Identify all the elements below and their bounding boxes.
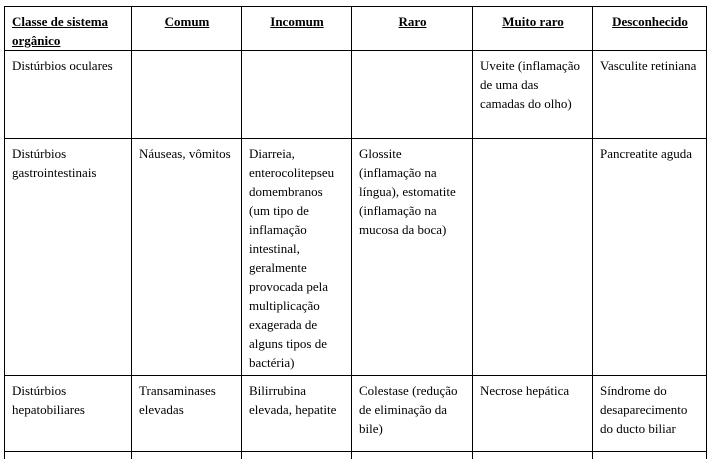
table-border-continuation [351, 451, 352, 459]
header-rare: Raro [351, 6, 473, 51]
header-unknown: Desconhecido [592, 6, 707, 51]
table-cell: Distúrbios gastrointestinais [4, 138, 132, 376]
table-border-continuation [241, 451, 242, 459]
table-border-continuation [592, 451, 593, 459]
table-border-continuation [4, 451, 5, 459]
table-cell: Síndrome do desaparecimento do ducto bil… [592, 375, 707, 452]
table-row: Distúrbios oculares Uveite (inflamação d… [4, 50, 707, 139]
table-cell: Glossite (inflamação na língua), estomat… [351, 138, 473, 376]
table-cell: Distúrbios oculares [4, 50, 132, 139]
table-cell [131, 50, 242, 139]
table-cell: Pancreatite aguda [592, 138, 707, 376]
adverse-effects-table: Classe de sistema orgânico Comum Incomum… [4, 6, 707, 452]
table-header-row: Classe de sistema orgânico Comum Incomum… [4, 6, 707, 51]
table-cell: Náuseas, vômitos [131, 138, 242, 376]
table-border-continuation [131, 451, 132, 459]
header-organ-class: Classe de sistema orgânico [4, 6, 132, 51]
table-cell [472, 138, 593, 376]
table-row: Distúrbios gastrointestinais Náuseas, vô… [4, 138, 707, 376]
table-cell: Distúrbios hepatobiliares [4, 375, 132, 452]
table-cell: Colestase (redução de eliminação da bile… [351, 375, 473, 452]
table-border-continuation [472, 451, 473, 459]
header-uncommon: Incomum [241, 6, 352, 51]
table-row: Distúrbios hepatobiliares Transaminases … [4, 375, 707, 452]
header-common: Comum [131, 6, 242, 51]
table-cell: Uveite (inflamação de uma das camadas do… [472, 50, 593, 139]
table-cell: Vasculite retiniana [592, 50, 707, 139]
table-cell: Bilirrubina elevada, hepatite [241, 375, 352, 452]
table-cell [241, 50, 352, 139]
table-cell [351, 50, 473, 139]
header-very-rare: Muito raro [472, 6, 593, 51]
table-cell: Transaminases elevadas [131, 375, 242, 452]
table-cell: Necrose hepática [472, 375, 593, 452]
table-border-continuation [706, 451, 707, 459]
table-cell: Diarreia, enterocolitepseu domembranos (… [241, 138, 352, 376]
